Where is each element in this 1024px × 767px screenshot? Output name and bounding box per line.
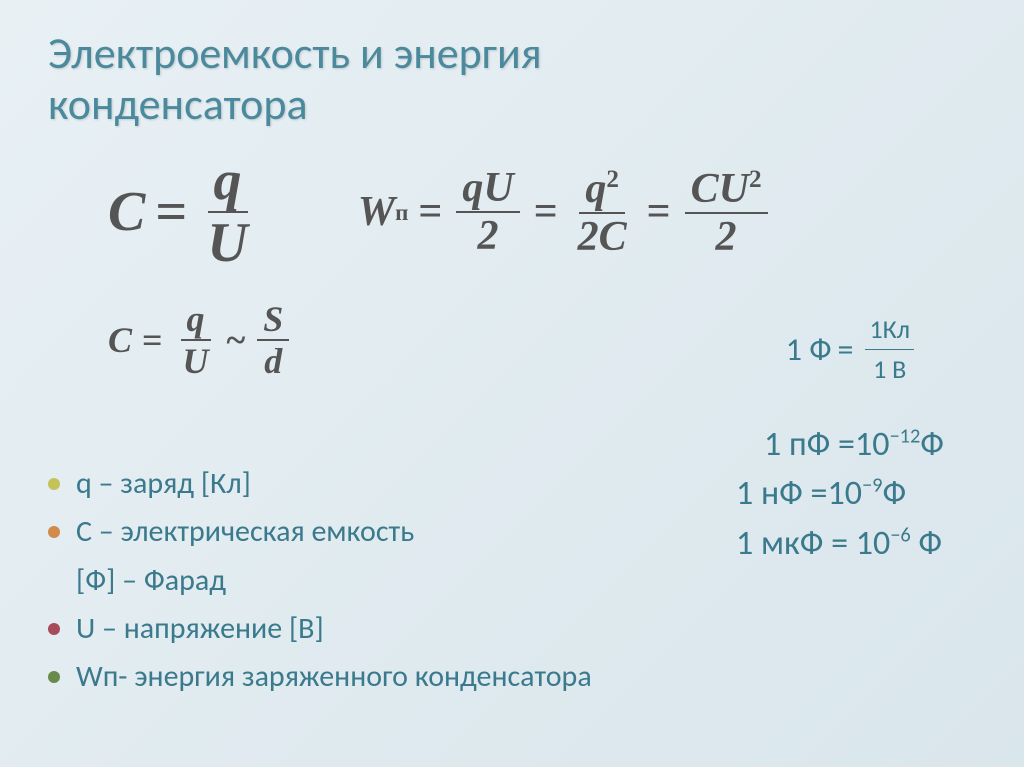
legend-item: Wп- энергия заряженного конденсатора xyxy=(48,659,592,695)
legend-text: U – напряжение [В] xyxy=(76,611,324,647)
cap-frac: q U xyxy=(201,153,253,271)
bullet-icon xyxy=(48,478,60,490)
equals: = xyxy=(155,180,187,244)
title-line-1: Электроемкость и энергия xyxy=(48,26,542,80)
legend-text: q – заряд [Кл] xyxy=(76,466,251,502)
unit-conversions: 1 пФ =10−12Ф 1 нФ =10−9Ф 1 мкФ = 10−6 Ф xyxy=(736,420,944,568)
conv-mkf: 1 мкФ = 10−6 Ф xyxy=(736,519,944,568)
conv-nf: 1 нФ =10−9Ф xyxy=(736,469,944,518)
formula-energy: Wп = qU 2 = q2 2C = CU2 2 xyxy=(358,167,772,258)
legend: q – заряд [Кл] C – электрическая емкость [… xyxy=(48,466,592,707)
formula-capacitance: C = q U xyxy=(108,153,258,271)
legend-item: C – электрическая емкость xyxy=(48,514,592,550)
conv-pf: 1 пФ =10−12Ф xyxy=(736,420,944,469)
title-line-2: конденсатора xyxy=(48,77,308,131)
legend-item: [Ф] – Фарад xyxy=(76,562,592,599)
slide: Электроемкость и энергия конденсатора C … xyxy=(0,0,1024,767)
bullet-icon xyxy=(48,623,60,635)
cap-lhs: C xyxy=(108,180,145,244)
bullet-icon xyxy=(48,526,60,538)
formula-row-top: C = q U Wп = qU 2 = q2 2C = CU2 2 xyxy=(108,153,976,271)
legend-item: q – заряд [Кл] xyxy=(48,466,592,502)
w-lhs: W xyxy=(358,188,395,236)
farad-definition: 1 Ф = 1Кл 1 В xyxy=(786,310,914,389)
slide-title: Электроемкость и энергия конденсатора xyxy=(48,28,976,129)
legend-text: Wп- энергия заряженного конденсатора xyxy=(76,659,592,695)
bullet-icon xyxy=(48,671,60,683)
legend-item: U – напряжение [В] xyxy=(48,611,592,647)
legend-text: C – электрическая емкость xyxy=(76,514,414,550)
